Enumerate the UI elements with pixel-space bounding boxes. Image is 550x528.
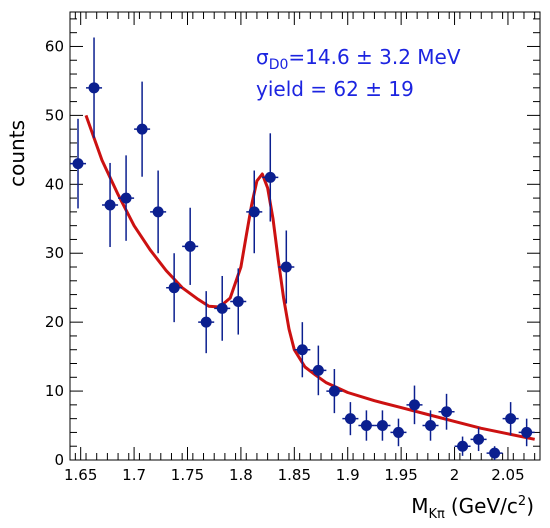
sigma-subscript: D0 — [269, 57, 289, 73]
data-point — [502, 402, 519, 436]
sigma-value: =14.6 ± 3.2 MeV — [288, 45, 460, 69]
data-marker — [296, 344, 308, 356]
data-point — [86, 37, 103, 139]
x-tick-label: 2 — [450, 466, 460, 484]
data-marker — [280, 261, 292, 273]
data-marker — [376, 420, 388, 432]
sigma-annotation: σD0=14.6 ± 3.2 MeV — [256, 45, 461, 73]
data-point — [470, 427, 487, 452]
data-point — [438, 393, 455, 430]
data-marker — [328, 385, 340, 397]
data-points-group — [70, 37, 535, 460]
y-tick-label: 60 — [45, 37, 64, 55]
x-axis-label-units: (GeV/c — [451, 494, 518, 518]
data-point — [182, 207, 199, 285]
y-tick-label: 0 — [54, 451, 64, 469]
data-point — [326, 369, 343, 414]
data-point — [310, 345, 327, 396]
data-marker — [216, 302, 228, 314]
data-marker — [441, 406, 453, 418]
data-point — [518, 418, 535, 447]
y-tick-label: 10 — [45, 382, 64, 400]
data-marker — [408, 399, 420, 411]
data-point — [166, 253, 183, 323]
data-point — [278, 230, 295, 304]
y-tick-label: 20 — [45, 313, 64, 331]
data-marker — [505, 413, 517, 425]
data-marker — [392, 426, 404, 438]
data-point — [406, 385, 423, 425]
data-point — [262, 133, 279, 222]
data-marker — [312, 364, 324, 376]
data-point — [246, 170, 263, 254]
data-marker — [344, 413, 356, 425]
x-tick-label: 1.9 — [336, 466, 360, 484]
data-point — [422, 410, 439, 441]
data-point — [342, 402, 359, 436]
data-marker — [200, 316, 212, 328]
data-point — [358, 410, 375, 441]
data-marker — [473, 433, 485, 445]
y-axis-label: counts — [5, 120, 29, 187]
x-tick-label: 1.7 — [122, 466, 146, 484]
data-marker — [104, 199, 116, 211]
data-marker — [152, 206, 164, 218]
data-point — [70, 118, 87, 209]
x-axis-label-close: ) — [526, 494, 534, 518]
fit-curve-group — [84, 114, 536, 441]
x-tick-label: 2.05 — [491, 466, 524, 484]
yield-annotation: yield = 62 ± 19 — [256, 77, 414, 101]
x-axis-label-sub: Kπ — [429, 507, 446, 522]
data-point — [230, 268, 247, 335]
data-point — [294, 322, 311, 378]
data-marker — [425, 420, 437, 432]
data-point — [390, 418, 407, 447]
x-axis-label-sup: 2 — [518, 494, 526, 509]
data-point — [118, 155, 135, 241]
data-marker — [521, 426, 533, 438]
x-axis-label: MKπ (GeV/c2) — [411, 494, 534, 522]
data-marker — [360, 420, 372, 432]
data-point — [214, 275, 231, 341]
data-marker — [457, 440, 469, 452]
x-tick-label: 1.65 — [64, 466, 97, 484]
x-axis-label-main: M — [411, 494, 428, 518]
sigma-symbol: σ — [256, 45, 269, 69]
y-tick-label: 50 — [45, 106, 64, 124]
data-point — [454, 436, 471, 456]
data-marker — [72, 158, 84, 170]
data-point — [486, 446, 503, 460]
data-marker — [168, 282, 180, 294]
y-tick-label: 30 — [45, 244, 64, 262]
data-point — [134, 81, 151, 177]
data-marker — [232, 295, 244, 307]
data-point — [198, 291, 215, 354]
x-tick-label: 1.75 — [171, 466, 204, 484]
fit-curve — [84, 114, 536, 441]
plot-frame — [69, 11, 541, 461]
data-point — [102, 162, 119, 248]
data-marker — [120, 192, 132, 204]
data-point — [374, 410, 391, 441]
data-marker — [184, 240, 196, 252]
data-point — [150, 170, 167, 254]
data-marker — [136, 123, 148, 135]
data-marker — [264, 171, 276, 183]
axis-ticks: 1.65 1.7 1.75 1.8 1.85 1.9 1.95 2 2.05 0 10 20 30 40 5… — [45, 12, 540, 484]
data-marker — [248, 206, 260, 218]
y-tick-label: 40 — [45, 175, 64, 193]
data-marker — [88, 82, 100, 94]
data-marker — [489, 447, 501, 459]
plot-frame-border — [69, 11, 541, 461]
x-tick-label: 1.95 — [384, 466, 417, 484]
x-tick-label: 1.85 — [278, 466, 311, 484]
x-tick-label: 1.8 — [229, 466, 253, 484]
